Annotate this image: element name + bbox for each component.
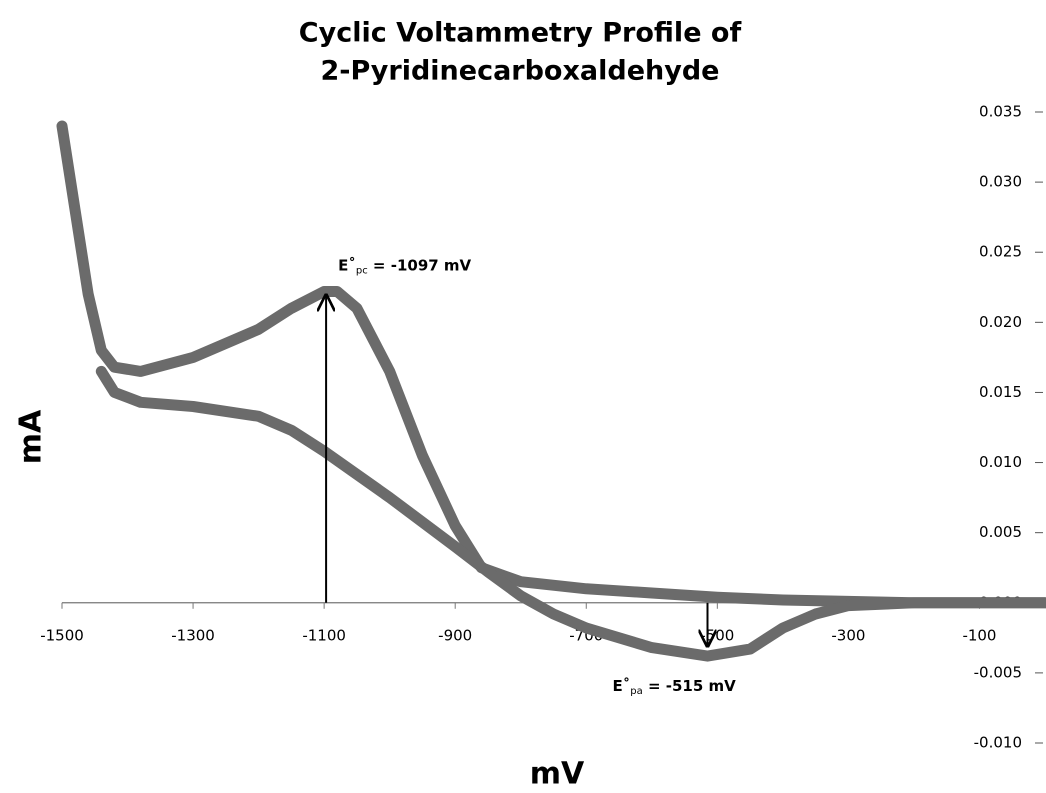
x-tick-label: -100 (962, 626, 996, 644)
annotation-label: E˚pa = -515 mV (613, 676, 737, 697)
chart-title: Cyclic Voltammetry Profile of (299, 18, 742, 49)
y-tick-label: 0.015 (979, 383, 1022, 401)
y-tick-label: 0.005 (979, 523, 1022, 541)
x-tick-label: -1300 (171, 626, 215, 644)
y-tick-label: 0.030 (979, 173, 1022, 191)
x-tick-label: -500 (700, 626, 734, 644)
x-tick-label: -1500 (40, 626, 84, 644)
y-tick-label: 0.020 (979, 313, 1022, 331)
data-line (56, 120, 1046, 609)
annotation-subscript: pc (356, 265, 368, 276)
annotation-label: E˚pc = -1097 mV (338, 256, 471, 277)
x-tick-label: -300 (831, 626, 865, 644)
data-line (95, 365, 1046, 662)
y-tick-label: 0.025 (979, 243, 1022, 261)
annotation-text: = -515 mV (643, 676, 736, 694)
y-tick-label: -0.010 (974, 734, 1022, 752)
y-tick-label: 0.035 (979, 103, 1022, 121)
x-tick-label: -1100 (302, 626, 346, 644)
y-tick-label: 0.010 (979, 453, 1022, 471)
annotation-text: = -1097 mV (368, 256, 472, 274)
annotation-subscript: pa (630, 686, 642, 697)
y-tick-label: -0.005 (974, 663, 1022, 681)
y-axis-label: mA (14, 409, 49, 464)
annotation-symbol: E˚ (338, 256, 356, 274)
chart-title: 2-Pyridinecarboxaldehyde (321, 56, 720, 87)
x-axis-label: mV (530, 757, 585, 792)
annotation-symbol: E˚ (613, 676, 631, 694)
x-tick-label: -900 (438, 626, 472, 644)
